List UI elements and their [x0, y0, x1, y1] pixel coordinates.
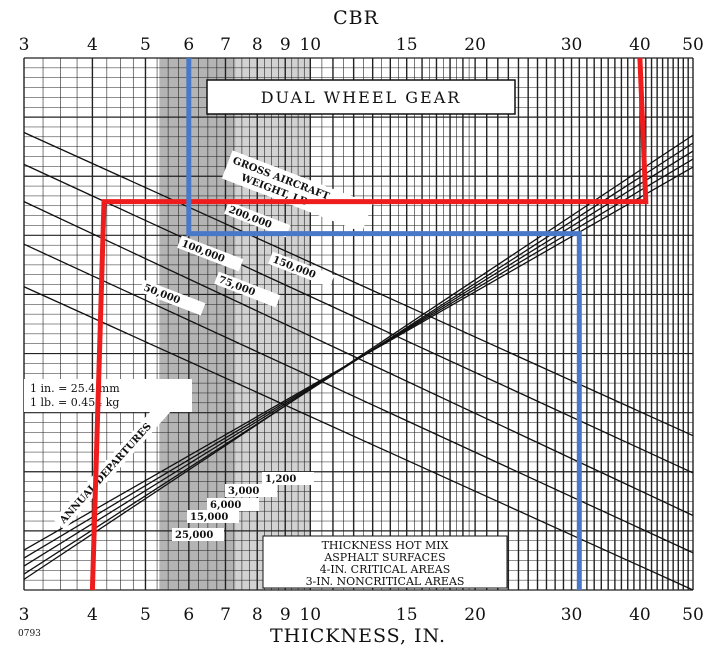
- chart-title: DUAL WHEEL GEAR: [261, 88, 462, 107]
- top-tick-label: 40: [629, 35, 651, 55]
- bottom-tick-label: 4: [87, 605, 98, 625]
- label-background: [225, 484, 277, 497]
- bottom-tick-label: 50: [682, 605, 704, 625]
- departure-label: 1,200: [262, 472, 314, 485]
- bottom-tick-label: 3: [19, 605, 30, 625]
- departure-text: 25,000: [175, 530, 213, 541]
- note-line-1: THICKNESS HOT MIX: [322, 539, 449, 552]
- label-background: [177, 235, 244, 272]
- departure-text: 1,200: [265, 474, 296, 485]
- blue-path: [186, 58, 582, 590]
- conversion-box: 1 in. = 25.4 mm 1 lb. = 0.454 kg: [24, 379, 192, 412]
- label-background: [268, 251, 335, 288]
- departure-text: 6,000: [210, 500, 241, 511]
- label-background: [172, 528, 224, 541]
- top-tick-label: 50: [682, 35, 704, 55]
- conversion-line-2: 1 lb. = 0.454 kg: [30, 396, 119, 409]
- departure-curve: [23, 166, 694, 551]
- top-tick-label: 4: [87, 35, 98, 55]
- departure-label: 25,000: [172, 528, 224, 541]
- top-tick-label: 8: [252, 35, 263, 55]
- label-background: [224, 201, 291, 238]
- bottom-tick-label: 7: [220, 605, 231, 625]
- top-tick-label: 20: [464, 35, 486, 55]
- bottom-tick-label: 6: [183, 605, 194, 625]
- bottom-axis-title: THICKNESS, IN.: [270, 625, 446, 647]
- top-tick-label: 7: [220, 35, 231, 55]
- departure-curve: [23, 134, 694, 580]
- note-box: THICKNESS HOT MIX ASPHALT SURFACES 4-IN.…: [262, 535, 508, 589]
- red-path: [89, 57, 649, 591]
- bottom-tick-labels: 3 4 5 6 7 8 9 10 15 20 30 40 50: [19, 605, 704, 625]
- bottom-tick-label: 40: [629, 605, 651, 625]
- bottom-tick-label: 8: [252, 605, 263, 625]
- top-tick-label: 10: [299, 35, 321, 55]
- top-tick-label: 9: [280, 35, 291, 55]
- label-background: [214, 271, 281, 308]
- note-line-2: ASPHALT SURFACES: [323, 551, 445, 564]
- note-line-4: 3-IN. NONCRITICAL AREAS: [306, 575, 465, 588]
- bottom-tick-label: 5: [140, 605, 151, 625]
- chart-title-box: DUAL WHEEL GEAR: [206, 79, 516, 115]
- bottom-tick-label: 20: [464, 605, 486, 625]
- bottom-tick-label: 15: [396, 605, 418, 625]
- bottom-tick-label: 9: [280, 605, 291, 625]
- label-background: [187, 510, 239, 523]
- top-tick-labels: 3 4 5 6 7 8 9 10 15 20 30 40 50: [19, 35, 704, 55]
- departure-text: 15,000: [190, 512, 228, 523]
- bottom-tick-label: 30: [561, 605, 583, 625]
- top-tick-label: 30: [561, 35, 583, 55]
- label-background: [139, 279, 206, 316]
- bottom-tick-label: 10: [299, 605, 321, 625]
- note-line-3: 4-IN. CRITICAL AREAS: [320, 563, 451, 576]
- departure-label: 6,000: [207, 498, 259, 511]
- departure-label: 3,000: [225, 484, 277, 497]
- corner-code: 0793: [18, 629, 41, 639]
- top-axis-title: CBR: [333, 7, 379, 29]
- label-background: [262, 472, 314, 485]
- departure-text: 3,000: [228, 486, 259, 497]
- top-tick-label: 5: [140, 35, 151, 55]
- top-tick-label: 3: [19, 35, 30, 55]
- top-tick-label: 6: [183, 35, 194, 55]
- top-tick-label: 15: [396, 35, 418, 55]
- departure-label: 15,000: [187, 510, 239, 523]
- annotation-paths: [89, 57, 649, 591]
- conversion-line-1: 1 in. = 25.4 mm: [30, 382, 120, 395]
- label-background: [207, 498, 259, 511]
